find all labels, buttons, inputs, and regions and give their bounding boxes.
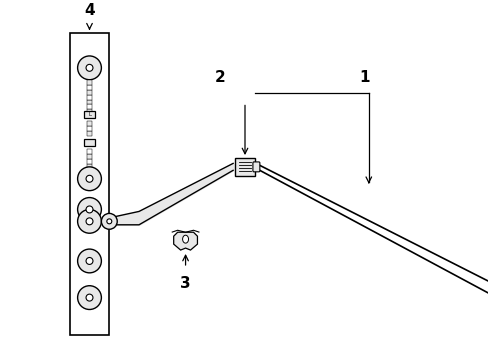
Polygon shape <box>87 149 93 154</box>
Polygon shape <box>87 80 93 85</box>
Circle shape <box>86 64 93 71</box>
Circle shape <box>86 175 93 182</box>
Circle shape <box>77 249 101 273</box>
Circle shape <box>86 218 93 225</box>
FancyBboxPatch shape <box>84 111 96 118</box>
Polygon shape <box>87 131 93 136</box>
Circle shape <box>86 206 93 213</box>
Polygon shape <box>87 95 93 99</box>
Circle shape <box>101 213 117 229</box>
Polygon shape <box>87 109 93 114</box>
Circle shape <box>86 294 93 301</box>
Circle shape <box>77 167 101 191</box>
Text: 1: 1 <box>359 70 369 85</box>
FancyBboxPatch shape <box>84 139 96 145</box>
Text: 3: 3 <box>180 276 191 291</box>
Polygon shape <box>87 121 93 126</box>
Text: L: L <box>88 112 91 117</box>
Polygon shape <box>87 164 93 169</box>
Circle shape <box>77 56 101 80</box>
Polygon shape <box>87 126 93 131</box>
FancyBboxPatch shape <box>235 158 255 176</box>
FancyBboxPatch shape <box>253 162 260 172</box>
Polygon shape <box>87 90 93 95</box>
Circle shape <box>86 257 93 265</box>
Circle shape <box>77 198 101 221</box>
Circle shape <box>107 219 112 224</box>
Circle shape <box>77 210 101 233</box>
Polygon shape <box>87 99 93 104</box>
Polygon shape <box>87 85 93 90</box>
Polygon shape <box>173 232 197 250</box>
Text: 4: 4 <box>84 3 95 18</box>
Circle shape <box>77 286 101 310</box>
Ellipse shape <box>183 235 189 243</box>
Polygon shape <box>87 104 93 109</box>
Text: 2: 2 <box>215 70 225 85</box>
Polygon shape <box>87 154 93 159</box>
Polygon shape <box>87 159 93 164</box>
